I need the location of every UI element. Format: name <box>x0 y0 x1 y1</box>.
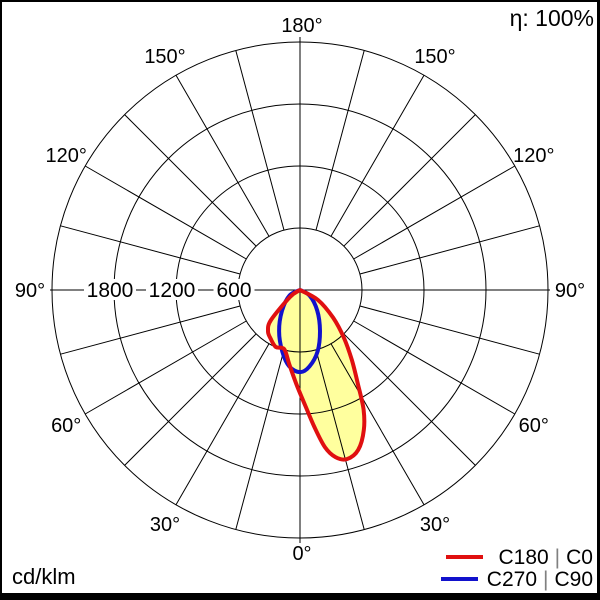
legend-plane-a: C180 <box>498 546 548 569</box>
unit-label: cd/klm <box>12 564 76 589</box>
legend-separator: | <box>543 568 548 591</box>
angle-label: 90° <box>555 280 585 302</box>
grid-spoke <box>359 305 540 355</box>
grid-spoke <box>353 320 516 415</box>
grid-spoke <box>60 225 241 275</box>
frame-top <box>0 0 600 2</box>
angle-label: 0° <box>292 543 311 565</box>
polar-grid-and-curves: 600 1200 1800 0° 30° 30° 60° 60° 90° 90° 120° 120° 1… <box>15 15 585 565</box>
grid-spoke <box>235 50 285 231</box>
frame-bottom <box>0 593 600 600</box>
grid-spoke <box>124 333 257 466</box>
angle-label: 90° <box>15 280 45 302</box>
legend-separator: | <box>555 546 560 569</box>
angle-label: 120° <box>46 145 87 167</box>
angle-label: 150° <box>144 46 185 68</box>
legend-label-c180-c0: C180 | C0 <box>498 546 593 569</box>
grid-spoke <box>343 333 476 466</box>
legend-plane-b: C0 <box>566 546 593 569</box>
radial-tick-label: 1800 <box>87 279 134 302</box>
efficiency-label: η: 100% <box>510 5 594 31</box>
grid-spoke <box>315 349 365 530</box>
frame-right <box>597 0 600 600</box>
legend-label-c270-c90: C270 | C90 <box>487 568 593 591</box>
angle-label: 30° <box>420 514 450 536</box>
radial-tick-label: 600 <box>216 279 251 302</box>
angle-label: 150° <box>414 46 455 68</box>
angle-label: 120° <box>513 145 554 167</box>
grid-spoke <box>315 50 365 231</box>
angle-label: 60° <box>519 415 549 437</box>
grid-spoke <box>343 114 476 247</box>
angle-label: 30° <box>150 514 180 536</box>
grid-spoke <box>124 114 257 247</box>
angle-label: 180° <box>281 15 322 37</box>
grid-spoke <box>353 165 516 260</box>
grid-spoke <box>84 320 247 415</box>
angle-label: 60° <box>51 415 81 437</box>
radial-tick-box <box>213 279 255 300</box>
grid-spoke <box>235 349 285 530</box>
grid-spoke <box>330 74 425 237</box>
grid-spoke <box>60 305 241 355</box>
grid-spoke <box>359 225 540 275</box>
legend-plane-b: C90 <box>554 568 593 591</box>
radial-tick-box <box>84 279 136 300</box>
radial-tick-box <box>146 279 198 300</box>
grid-spoke <box>175 74 270 237</box>
grid-spoke <box>175 343 270 506</box>
curve-series-1 <box>277 288 322 375</box>
legend: C180 | C0 C270 | C90 <box>441 546 593 591</box>
radial-tick-label: 1200 <box>149 279 196 302</box>
curve-series-0 <box>265 288 367 462</box>
grid-spoke <box>84 165 247 260</box>
frame-left <box>0 0 2 600</box>
legend-plane-a: C270 <box>487 568 537 591</box>
grid-spoke <box>330 343 425 506</box>
